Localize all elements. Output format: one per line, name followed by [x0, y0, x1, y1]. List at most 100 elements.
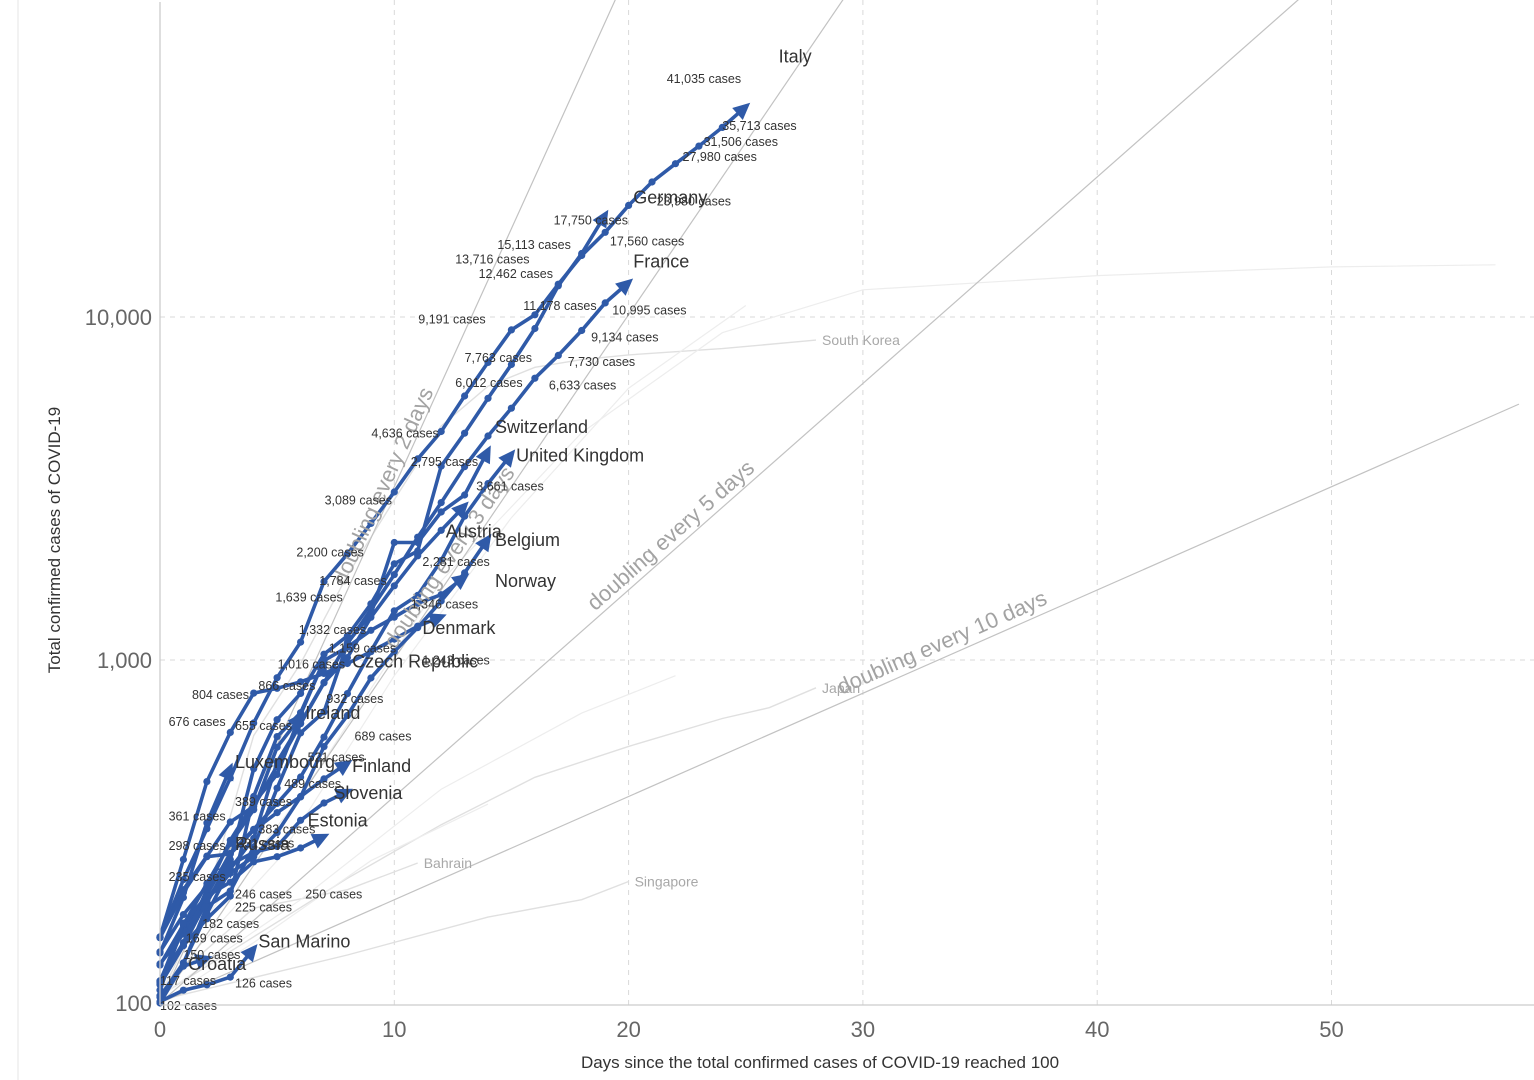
y-axis-title: Total confirmed cases of COVID-19 — [45, 407, 64, 673]
case-label: 1,243 cases — [422, 654, 489, 668]
background-trace-1 — [160, 305, 747, 990]
series-arrow-denmark — [428, 613, 447, 629]
data-point-united-kingdom-8 — [343, 690, 351, 698]
case-label: 2,200 cases — [296, 545, 363, 559]
data-point-germany-16 — [531, 324, 539, 333]
series-arrow-germany — [592, 209, 609, 229]
data-point-norway-2 — [203, 915, 211, 923]
data-point-finland-5 — [273, 809, 281, 817]
data-point-finland-7 — [320, 775, 328, 783]
case-label: 10,995 cases — [612, 303, 686, 317]
background-trace-3 — [160, 803, 489, 1004]
data-point-italy-24 — [718, 123, 726, 131]
data-point-norway-9 — [367, 626, 375, 634]
data-point-denmark-2 — [203, 778, 211, 786]
data-point-germany-17 — [554, 282, 562, 290]
country-label-denmark: Denmark — [422, 618, 496, 638]
case-label: 331 cases — [237, 836, 294, 850]
data-point-estonia-3 — [226, 878, 234, 886]
data-point-austria-8 — [343, 654, 351, 662]
case-label: 31,506 cases — [704, 135, 778, 149]
data-point-austria-7 — [320, 678, 328, 687]
data-point-italy-12 — [437, 427, 445, 436]
data-point-russia-2 — [203, 896, 211, 905]
series-arrow-croatia — [193, 954, 213, 970]
country-series — [156, 102, 751, 1007]
case-label: 2,281 cases — [422, 555, 489, 569]
data-point-belgium-9 — [367, 674, 375, 682]
background-trace-2 — [160, 675, 676, 997]
data-point-finland-3 — [226, 850, 234, 858]
data-point-italy-10 — [390, 488, 398, 496]
background-series — [160, 264, 1496, 1004]
data-point-united-kingdom-12 — [437, 556, 445, 565]
series-arrow-switzerland — [475, 445, 491, 465]
case-label: 117 cases — [160, 974, 216, 988]
x-tick-label-0: 0 — [154, 1017, 166, 1042]
data-point-france-18 — [578, 326, 586, 335]
data-point-united-kingdom-7 — [320, 733, 328, 741]
series-line-estonia — [158, 834, 326, 985]
annotations: South Korea Japan Singapore Bahrain doubling… — [160, 46, 1050, 1013]
case-label: 126 cases — [235, 977, 292, 991]
data-point-italy-20 — [625, 201, 633, 209]
case-label: 182 cases — [202, 917, 259, 931]
y-tick-label-1000: 1,000 — [97, 648, 152, 673]
data-point-italy-19 — [601, 228, 609, 236]
country-label-norway: Norway — [495, 571, 556, 591]
case-label: 6,633 cases — [549, 379, 616, 393]
data-point-belgium-8 — [343, 711, 351, 720]
country-label-switzerland: Switzerland — [495, 417, 588, 437]
case-label: 383 cases — [258, 823, 315, 837]
x-tick-label-10: 10 — [382, 1017, 406, 1042]
series-line-italy — [158, 104, 748, 940]
data-point-slovenia-5 — [273, 842, 281, 851]
data-point-denmark-10 — [390, 635, 398, 643]
background-label-south-korea: South Korea — [822, 332, 900, 348]
data-point-france-19 — [601, 299, 609, 307]
data-point-luxembourg-2 — [203, 819, 211, 827]
data-point-united-kingdom-5 — [273, 799, 281, 808]
series-line-austria — [158, 504, 467, 1000]
data-point-finland-6 — [297, 792, 305, 801]
series-arrow-france — [615, 278, 634, 296]
data-point-denmark-3 — [226, 728, 234, 737]
y-tick-label-10000: 10,000 — [85, 305, 152, 330]
background-label-japan: Japan — [822, 680, 860, 696]
background-line-bahrain — [160, 862, 418, 991]
country-label-united-kingdom: United Kingdom — [516, 446, 644, 466]
data-point-italy-1 — [179, 876, 187, 884]
case-label: 250 cases — [305, 888, 362, 902]
case-label: 655 cases — [235, 719, 292, 733]
data-point-italy-5 — [273, 674, 281, 682]
data-point-germany-15 — [507, 360, 515, 369]
data-point-switzerland-11 — [414, 538, 422, 547]
data-point-finland-1 — [179, 888, 187, 897]
series-arrow-ireland — [287, 712, 305, 731]
case-label: 7,763 cases — [465, 351, 532, 365]
country-label-slovenia: Slovenia — [333, 783, 403, 803]
case-label: 521 cases — [308, 750, 365, 764]
data-point-italy-7 — [320, 577, 328, 586]
background-label-singapore: Singapore — [635, 874, 699, 890]
data-point-san-marino-2 — [203, 981, 211, 989]
case-label: 169 cases — [186, 932, 243, 946]
data-point-germany-4 — [250, 765, 258, 773]
case-label: 9,134 cases — [591, 331, 658, 345]
case-label: 689 cases — [355, 730, 412, 744]
data-point-croatia-1 — [179, 962, 187, 970]
data-point-belgium-5 — [273, 829, 281, 837]
x-tick-label-30: 30 — [851, 1017, 875, 1042]
data-point-russia-1 — [179, 942, 187, 950]
country-label-germany: Germany — [633, 188, 707, 208]
data-point-slovenia-1 — [179, 911, 187, 919]
country-label-italy: Italy — [779, 46, 812, 66]
series-arrow-czech-republic — [312, 655, 327, 674]
case-label: 150 cases — [183, 948, 240, 962]
data-point-estonia-4 — [250, 858, 258, 866]
case-label: 15,113 cases — [497, 238, 570, 252]
case-label: 12,462 cases — [479, 267, 553, 281]
data-point-france-16 — [531, 374, 539, 382]
case-label: 361 cases — [169, 809, 226, 823]
data-point-ireland-4 — [250, 806, 258, 814]
